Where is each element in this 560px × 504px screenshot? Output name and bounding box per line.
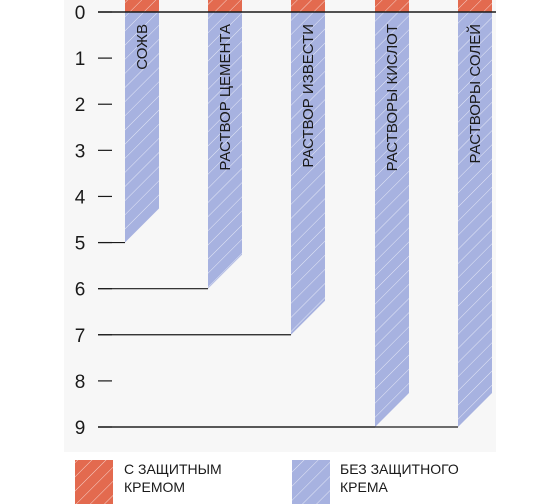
- y-tick-label-4: 4: [75, 187, 86, 208]
- legend-swatch-hatch-0: [75, 460, 113, 504]
- y-tick-label-6: 6: [75, 280, 86, 301]
- bar-with-cream-hatch-1: [208, 0, 242, 12]
- bar-with-cream-hatch-0: [125, 0, 159, 12]
- bars: [98, 0, 492, 428]
- category-label-4: РАСТВОРЫ СОЛЕЙ: [466, 24, 484, 163]
- bar-with-cream-hatch-3: [375, 0, 409, 12]
- y-tick-label-0: 0: [75, 3, 86, 24]
- y-tick-label-1: 1: [75, 49, 86, 70]
- legend-label-1-line1: БЕЗ ЗАЩИТНОГО: [340, 461, 459, 477]
- category-label-3: РАСТВОРЫ КИСЛОТ: [384, 24, 401, 171]
- y-tick-label-5: 5: [75, 234, 86, 255]
- category-labels: СОЖВ РАСТВОР ЦЕМЕНТА РАСТВОР ИЗВЕСТИ РАСТВО…: [134, 24, 484, 171]
- bar-with-cream-hatch-2: [291, 0, 325, 12]
- category-label-2: РАСТВОР ИЗВЕСТИ: [300, 24, 317, 168]
- y-tick-label-8: 8: [75, 372, 86, 393]
- bar-hatch-1: [208, 0, 242, 289]
- y-tick-label-2: 2: [75, 95, 86, 116]
- legend: С ЗАЩИТНЫМ КРЕМОМ БЕЗ ЗАЩИТНОГО КРЕМА: [75, 460, 459, 504]
- category-label-0: СОЖВ: [134, 24, 151, 70]
- bar-hatch-2: [291, 0, 325, 335]
- bar-hatch-0: [125, 0, 159, 243]
- legend-label-0-line1: С ЗАЩИТНЫМ: [124, 461, 222, 477]
- legend-label-0-line2: КРЕМОМ: [124, 479, 185, 495]
- y-tick-label-7: 7: [75, 326, 86, 347]
- bar-hatch-3: [375, 0, 409, 427]
- bar-hatch-4: [458, 0, 492, 427]
- y-axis: 0 1 2 3 4 5 6 7 8 9: [75, 3, 496, 439]
- legend-swatch-hatch-1: [292, 460, 330, 504]
- y-tick-label-9: 9: [75, 418, 86, 439]
- legend-label-1-line2: КРЕМА: [340, 479, 388, 495]
- bar-with-cream-hatch-4: [458, 0, 492, 12]
- category-label-1: РАСТВОР ЦЕМЕНТА: [217, 24, 234, 171]
- y-tick-label-3: 3: [75, 141, 86, 162]
